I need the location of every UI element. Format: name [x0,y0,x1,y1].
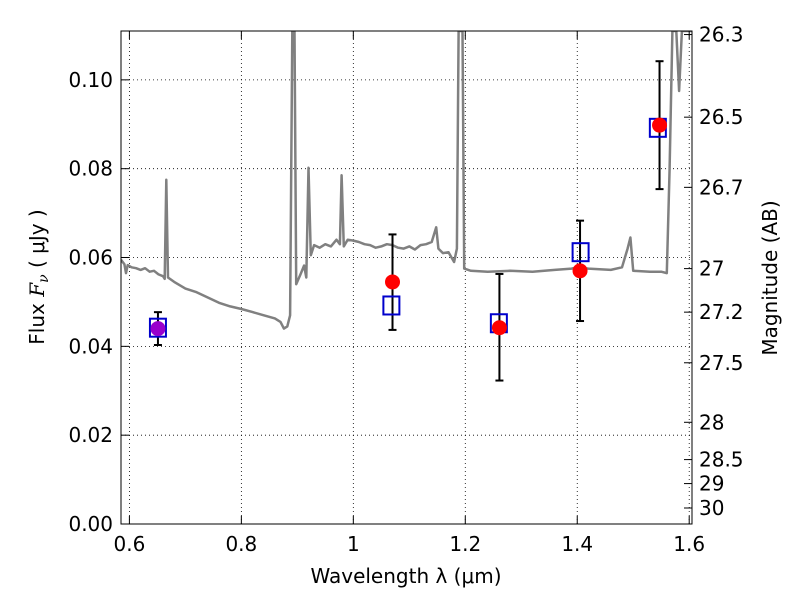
right-tick-label: 28 [699,410,724,434]
observed-circle-marker [652,117,668,133]
y-tick-label: 0.06 [68,246,113,270]
right-tick-label: 27 [699,257,724,281]
plot-frame [120,30,693,525]
observed-circle-marker [491,320,507,336]
x-tick-label: 0.6 [113,532,145,556]
x-tick-label: 1.2 [449,532,481,556]
grid [121,31,692,525]
x-tick-label: 0.8 [225,532,257,556]
spectrum-line [121,31,692,330]
right-tick-label: 27.2 [699,300,744,324]
markers [148,117,668,338]
right-tick-label: 26.7 [699,175,744,199]
model-square-marker [382,295,401,316]
y-axis-label: Flux Fν ( μJy ) [25,209,52,344]
right-tick-label: 27.5 [699,351,744,375]
x-tick-label: 1.4 [561,532,593,556]
right-tick-label: 30 [699,496,724,520]
x-tick-label: 1.6 [673,532,705,556]
model-square-marker [571,242,590,263]
observed-circle-marker [385,274,401,290]
observed-circle-marker [572,263,588,279]
model-square-marker [148,317,167,338]
right-tick-label: 26.3 [699,23,744,47]
x-tick-label: 1 [347,532,360,556]
y-tick-label: 0.08 [68,157,113,181]
right-tick-label: 26.5 [699,105,744,129]
series-layer [121,31,692,330]
y-tick-label: 0.00 [68,512,113,536]
ticks: 0.6 0.8 1 1.2 1.4 1.6 0.00 0.02 0.04 0.06 0.08 0.10… [68,23,743,556]
y-tick-label: 0.10 [68,68,113,92]
observed-circle-marker [150,321,166,337]
y-tick-label: 0.02 [68,423,113,447]
error-bars [153,60,664,382]
right-tick-label: 28.5 [699,448,744,472]
x-axis-label: Wavelength λ (μm) [310,564,501,588]
y-tick-label: 0.04 [68,334,113,358]
right-tick-label: 29 [699,472,724,496]
right-axis-label: Magnitude (AB) [758,200,782,355]
